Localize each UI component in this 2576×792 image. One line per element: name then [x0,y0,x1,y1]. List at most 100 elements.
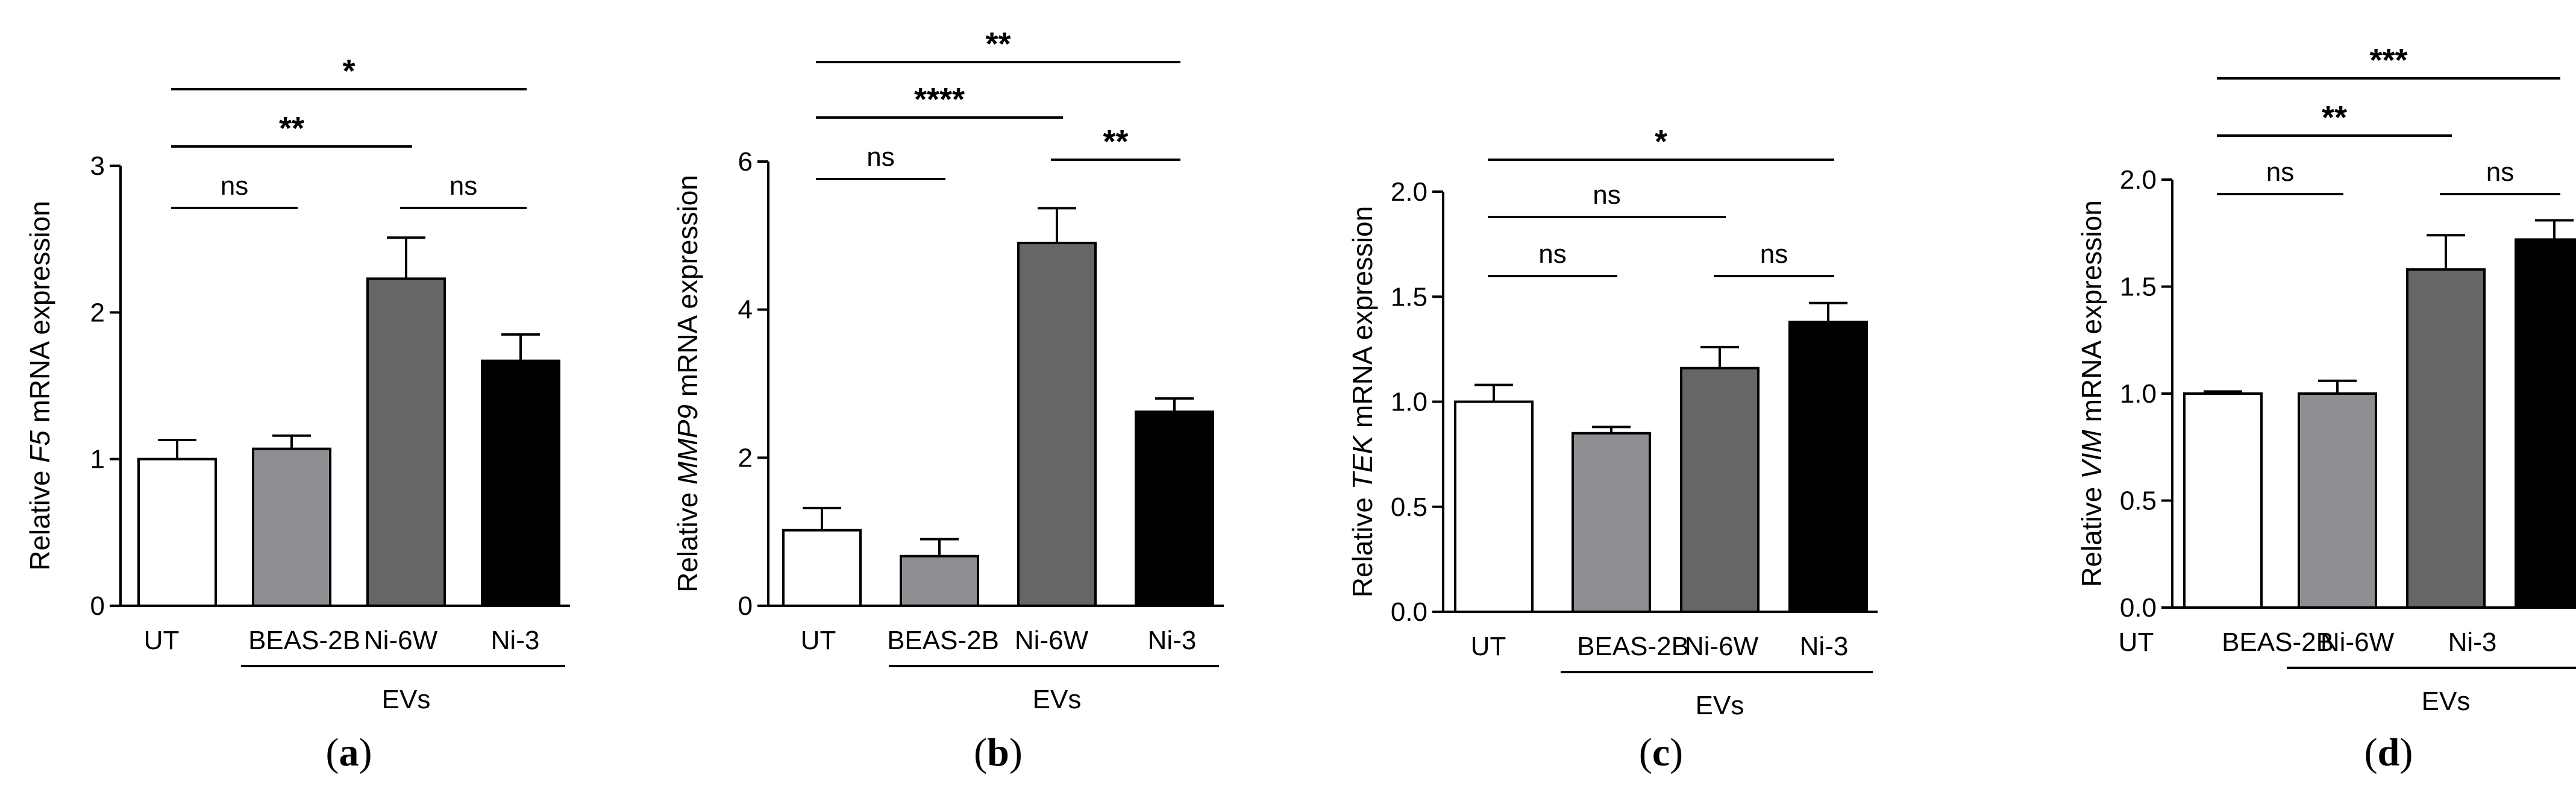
panel-paren-close: ) [1009,731,1023,775]
y-label-prefix: Relative [1347,489,1378,597]
significance-label-a-0: * [342,53,355,89]
bar-a-ut [137,457,217,608]
y-tick-label-c-4: 2.0 [1391,177,1427,207]
significance-label-d-1: ** [2322,99,2347,136]
bar-d-ut [2183,392,2263,609]
panel-letter: d [2378,731,2400,775]
category-label-c-2: Ni-6W [1685,632,1759,661]
category-label-c-0: UT [1471,632,1506,661]
y-label-prefix: Relative [2076,479,2107,587]
bar-b-beas-2b [900,555,979,607]
y-tick-label-d-0: 0.0 [2120,593,2157,623]
category-label-d-2: Ni-6W [2321,627,2395,657]
y-label-suffix: mRNA expression [672,175,703,404]
panel-letter: c [1652,731,1670,775]
panel-label-b: (b) [974,731,1023,775]
y-axis-label-b: Relative MMP9 mRNA expression [672,175,703,592]
y-tick-label-b-3: 6 [738,147,753,177]
y-label-suffix: mRNA expression [2076,200,2107,430]
panel-paren-open: ( [2364,731,2378,775]
category-label-c-3: Ni-3 [1800,632,1849,661]
significance-label-c-0: * [1655,124,1667,160]
group-label-c: EVs [1696,691,1744,720]
panel-paren-close: ) [1670,731,1683,775]
y-tick-label-a-1: 1 [90,445,105,474]
bar-c-ni-3 [1788,321,1868,613]
significance-label-b-1: **** [914,81,965,118]
category-label-d-1: BEAS-2B [2222,627,2334,657]
bar-a-beas-2b [252,447,331,608]
significance-label-d-0: *** [2369,42,2407,78]
bar-c-beas-2b [1572,432,1651,614]
category-label-b-0: UT [801,626,836,655]
y-axis-label-a: Relative F5 mRNA expression [24,201,55,571]
bar-c-ni-6w [1680,366,1760,613]
panel-paren-open: ( [1639,731,1652,775]
bar-c-ut [1454,400,1534,613]
bar-b-ni-6w [1017,242,1097,608]
y-label-gene: F5 [24,430,55,463]
significance-label-a-3: ns [450,171,477,201]
group-label-b: EVs [1033,685,1082,714]
category-label-a-1: BEAS-2B [248,626,360,655]
panel-label-d: (d) [2364,731,2413,775]
group-label-a: EVs [382,685,431,714]
y-label-gene: TEK [1347,434,1378,489]
y-tick-label-d-1: 0.5 [2120,486,2157,516]
panel-letter: a [339,731,359,775]
y-label-suffix: mRNA expression [1347,206,1378,436]
panel-label-a: (a) [326,731,372,775]
category-label-c-1: BEAS-2B [1577,632,1689,661]
significance-label-d-2: ns [2266,157,2294,187]
y-tick-label-b-0: 0 [738,591,753,621]
y-label-suffix: mRNA expression [24,201,55,430]
y-axis-label-c: Relative TEK mRNA expression [1347,206,1378,597]
y-tick-label-c-3: 1.5 [1391,282,1427,312]
group-label-d: EVs [2422,687,2471,716]
y-tick-label-d-4: 2.0 [2120,165,2157,195]
category-label-b-3: Ni-3 [1148,626,1197,655]
panel-paren-close: ) [359,731,372,775]
y-tick-label-a-3: 3 [90,151,105,181]
category-label-d-3: Ni-3 [2448,627,2497,657]
category-label-a-3: Ni-3 [491,626,540,655]
y-label-prefix: Relative [24,463,55,571]
significance-label-c-2: ns [1538,239,1566,269]
significance-label-d-3: ns [2486,157,2514,187]
category-label-a-2: Ni-6W [364,626,438,655]
category-label-b-2: Ni-6W [1015,626,1089,655]
bar-d-ni-6w [2406,268,2486,609]
y-axis-label-d: Relative VIM mRNA expression [2076,200,2107,587]
category-label-d-0: UT [2119,627,2154,657]
bar-a-ni-3 [481,359,560,608]
bar-b-ni-3 [1135,410,1214,608]
bar-a-ni-6w [366,277,446,608]
panel-paren-open: ( [974,731,987,775]
bar-d-ni-3 [2515,238,2576,609]
y-label-prefix: Relative [672,485,703,592]
significance-label-b-0: ** [985,26,1011,62]
panel-paren-close: ) [2399,731,2413,775]
y-tick-label-a-0: 0 [90,591,105,621]
significance-label-b-2: ns [867,142,894,172]
y-tick-label-d-3: 1.5 [2120,272,2157,302]
y-tick-label-c-1: 0.5 [1391,492,1427,522]
y-label-gene: VIM [2076,429,2107,479]
y-tick-label-a-2: 2 [90,298,105,327]
significance-label-a-1: ** [279,110,304,146]
panel-label-c: (c) [1639,731,1683,775]
y-tick-label-d-2: 1.0 [2120,379,2157,409]
significance-label-c-3: ns [1760,239,1788,269]
panel-letter: b [987,731,1009,775]
category-label-a-0: UT [144,626,180,655]
significance-label-b-3: ** [1103,124,1128,160]
significance-label-c-1: ns [1593,180,1620,210]
y-tick-label-b-2: 4 [738,295,753,325]
y-label-gene: MMP9 [672,404,703,485]
y-tick-label-c-2: 1.0 [1391,388,1427,417]
bar-b-ut [782,529,862,608]
category-label-b-1: BEAS-2B [887,626,999,655]
y-tick-label-c-0: 0.0 [1391,597,1427,627]
significance-label-a-2: ns [221,171,248,201]
